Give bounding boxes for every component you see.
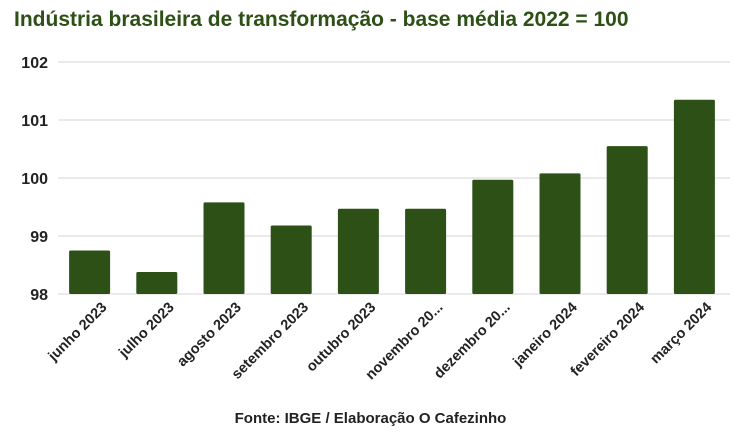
bar [472,179,514,294]
y-tick-label: 101 [21,113,48,130]
bars [69,99,715,294]
bar [606,146,648,294]
chart-title: Indústria brasileira de transformação - … [14,8,629,31]
y-tick-label: 100 [21,171,48,188]
x-tick-label: junho 2023 [45,300,111,366]
x-tick-label: julho 2023 [115,300,177,362]
chart-source: Fonte: IBGE / Elaboração O Cafezinho [234,410,507,427]
bar [69,250,111,294]
bar [337,208,379,294]
y-tick-label: 98 [30,287,48,304]
y-tick-label: 102 [21,55,48,72]
bar [136,271,178,294]
x-tick-label: janeiro 2024 [510,300,581,371]
bar [673,99,715,294]
x-tick-label: agosto 2023 [174,300,245,371]
y-axis-tick-labels: 98 99 100 101 102 [21,55,48,304]
bar [203,202,245,294]
bar [270,225,312,294]
bar [539,173,581,294]
bar [405,208,447,294]
x-tick-label: março 2024 [647,300,715,368]
x-tick-label: outubro 2023 [304,300,380,376]
y-tick-label: 99 [30,229,48,246]
